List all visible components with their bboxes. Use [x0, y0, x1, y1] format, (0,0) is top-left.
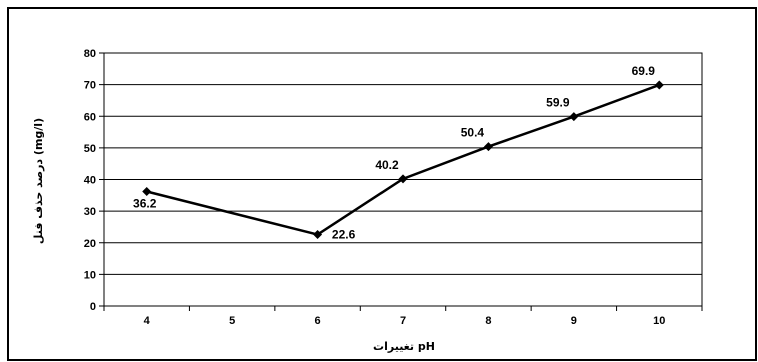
x-tick-label: 10: [653, 315, 665, 327]
data-label: 40.2: [375, 158, 399, 172]
y-tick-label: 70: [84, 80, 96, 92]
y-axis-title: درصد حذف فنل (mg/l): [32, 118, 45, 244]
data-point-marker: [398, 174, 408, 184]
x-tick-label: 7: [400, 315, 406, 327]
y-tick-label: 10: [84, 269, 96, 281]
x-tick-labels: 4 5 6 7 8 9 10: [103, 306, 703, 327]
y-tick-label: 50: [84, 143, 96, 155]
y-tick-label: 60: [84, 111, 96, 123]
x-axis-title: تغییرات pH: [373, 340, 435, 353]
y-tick-labels: 0 10 20 30 40 50 60 70 80: [84, 48, 104, 313]
x-tick-label: 9: [571, 315, 577, 327]
data-label: 69.9: [632, 64, 656, 78]
x-tick-label: 6: [315, 315, 321, 327]
data-label: 36.2: [133, 197, 157, 211]
y-tick-label: 20: [84, 238, 96, 250]
series-line: [146, 83, 660, 236]
data-label: 59.9: [546, 96, 570, 110]
data-label: 50.4: [461, 126, 485, 140]
y-tick-label: 80: [84, 48, 96, 60]
grid-lines: [104, 84, 702, 275]
y-tick-label: 0: [90, 301, 96, 313]
x-tick-label: 4: [144, 315, 151, 327]
data-point-marker: [483, 142, 493, 152]
data-point-marker: [313, 230, 323, 240]
y-tick-label: 40: [84, 175, 96, 187]
x-tick-label: 5: [229, 315, 235, 327]
data-series: [142, 80, 664, 240]
data-label: 22.6: [332, 228, 356, 242]
data-point-marker: [654, 80, 664, 90]
data-labels: 36.2 22.6 40.2 50.4 59.9 69.9: [133, 64, 655, 242]
y-tick-label: 30: [84, 206, 96, 218]
x-tick-label: 8: [485, 315, 491, 327]
data-point-marker: [142, 187, 152, 197]
data-point-marker: [569, 112, 579, 122]
